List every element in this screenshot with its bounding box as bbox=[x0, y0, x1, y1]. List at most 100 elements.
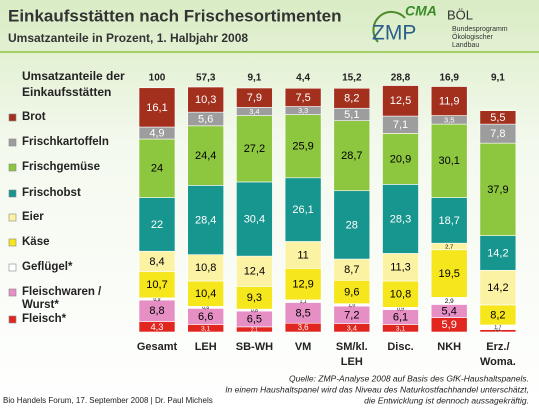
bar-segment bbox=[236, 255, 273, 287]
value-label: 24 bbox=[151, 163, 163, 175]
bar-segment bbox=[479, 269, 517, 306]
bar-segment bbox=[430, 123, 468, 198]
value-label: 14,2 bbox=[487, 247, 508, 259]
value-label: 8,8 bbox=[149, 305, 164, 317]
x-tick-label: SM/kl. bbox=[336, 341, 368, 353]
value-label: 1,7 bbox=[494, 325, 501, 331]
value-label: 5,5 bbox=[490, 112, 505, 124]
value-label: 20,9 bbox=[390, 153, 411, 165]
bar-segment bbox=[187, 280, 224, 307]
total-label: 4,4 bbox=[296, 73, 310, 84]
logo-line: Landbau bbox=[452, 42, 479, 49]
value-label: 2,7 bbox=[445, 245, 453, 251]
value-label: 6,6 bbox=[198, 311, 213, 323]
total-label: 9,1 bbox=[491, 73, 505, 84]
legend-label: Fleisch* bbox=[22, 313, 67, 325]
value-label: 3,1 bbox=[201, 326, 211, 333]
source-line: Quelle: ZMP-Analyse 2008 auf Basis des G… bbox=[289, 373, 529, 383]
bar-segment bbox=[284, 177, 322, 242]
bar-segment bbox=[284, 114, 322, 179]
value-label: 28 bbox=[346, 219, 358, 231]
legend-label: Frischgemüse bbox=[22, 161, 100, 173]
value-label: 12,9 bbox=[292, 278, 313, 290]
total-label: 57,3 bbox=[196, 73, 216, 84]
value-label: 5,6 bbox=[198, 113, 213, 125]
legend-label: Brot bbox=[22, 111, 46, 123]
bar-segment bbox=[382, 85, 419, 117]
legend-title: Umsatzanteile der Einkaufsstätten bbox=[22, 69, 125, 99]
total-label: 28,8 bbox=[391, 73, 411, 84]
legend-swatch bbox=[8, 263, 17, 272]
legend-swatch bbox=[8, 189, 17, 198]
value-label: 1,0 bbox=[494, 329, 501, 335]
legend-swatch bbox=[8, 288, 17, 297]
bar-segment bbox=[382, 184, 419, 254]
legend-swatch bbox=[8, 315, 17, 324]
total-label: 100 bbox=[149, 73, 166, 84]
bar-segment bbox=[333, 87, 371, 109]
bar-segment bbox=[430, 249, 468, 298]
x-tick-label: Gesamt bbox=[137, 341, 178, 353]
value-label: 28,7 bbox=[341, 150, 362, 162]
legend-label: Frischkartoffeln bbox=[22, 136, 109, 148]
bar-segment bbox=[382, 280, 419, 308]
value-label: 8,4 bbox=[149, 256, 164, 268]
value-label: 4,9 bbox=[150, 127, 165, 139]
value-label: 0,9 bbox=[154, 297, 161, 303]
value-label: 10,8 bbox=[195, 262, 216, 274]
bar-segment bbox=[284, 241, 322, 269]
logo-cma: CMA bbox=[405, 3, 437, 19]
value-label: 6,1 bbox=[393, 311, 408, 323]
bar-segment bbox=[236, 115, 273, 183]
value-label: 18,7 bbox=[438, 215, 459, 227]
value-label: 10,8 bbox=[390, 289, 411, 301]
bar-segment bbox=[138, 87, 176, 128]
value-label: 10,4 bbox=[195, 288, 216, 300]
value-label: 26,1 bbox=[292, 204, 313, 216]
value-label: 10,3 bbox=[195, 94, 216, 106]
value-label: 7,8 bbox=[490, 128, 505, 140]
value-label: 12,5 bbox=[390, 95, 411, 107]
source-line: die Entwicklung ist dennoch aussagekräft… bbox=[364, 395, 529, 405]
bar-segment bbox=[138, 138, 176, 198]
bar-segment bbox=[187, 254, 224, 282]
bar-segment bbox=[479, 235, 517, 271]
value-label: 11,9 bbox=[439, 95, 460, 107]
value-label: 9,3 bbox=[247, 292, 262, 304]
value-label: 19,5 bbox=[438, 268, 459, 280]
value-label: 25,9 bbox=[292, 141, 313, 153]
bar-segment bbox=[236, 181, 273, 257]
legend-swatch bbox=[8, 213, 17, 222]
bar-segment bbox=[236, 87, 273, 108]
value-label: 30,1 bbox=[438, 155, 459, 167]
x-tick-label: Erz./ bbox=[486, 341, 509, 353]
value-label: 0,8 bbox=[202, 305, 209, 311]
legend-label: Geflügel* bbox=[22, 261, 73, 273]
value-label: 7,9 bbox=[247, 92, 262, 104]
bar-segment bbox=[430, 86, 468, 116]
value-label: 0,9 bbox=[397, 306, 404, 312]
logo-arc bbox=[372, 10, 406, 43]
legend-swatch bbox=[8, 238, 17, 247]
value-label: 5,4 bbox=[442, 305, 457, 317]
value-label: 3,6 bbox=[298, 323, 310, 332]
value-label: 2,1 bbox=[251, 327, 258, 333]
x-tick-label: VM bbox=[295, 341, 312, 353]
value-label: 8,2 bbox=[490, 309, 505, 321]
footer: Bio Handels Forum, 17. September 2008 | … bbox=[3, 396, 213, 405]
bar-segment bbox=[479, 142, 517, 236]
bar-segment bbox=[187, 125, 224, 186]
value-label: 37,9 bbox=[487, 184, 508, 196]
x-tick-label: Woma. bbox=[480, 356, 516, 368]
value-label: 7,1 bbox=[393, 119, 408, 131]
value-label: 7,5 bbox=[295, 92, 310, 104]
total-label: 9,1 bbox=[247, 73, 261, 84]
value-label: 3,4 bbox=[347, 323, 357, 332]
value-label: 16,1 bbox=[146, 102, 167, 114]
value-label: 0,2 bbox=[494, 327, 501, 333]
value-label: 3,5 bbox=[444, 115, 455, 124]
legend-label: Fleischwaren / Wurst* bbox=[22, 286, 102, 311]
x-tick-label: LEH bbox=[341, 356, 363, 368]
value-label: 1,1 bbox=[300, 299, 307, 305]
